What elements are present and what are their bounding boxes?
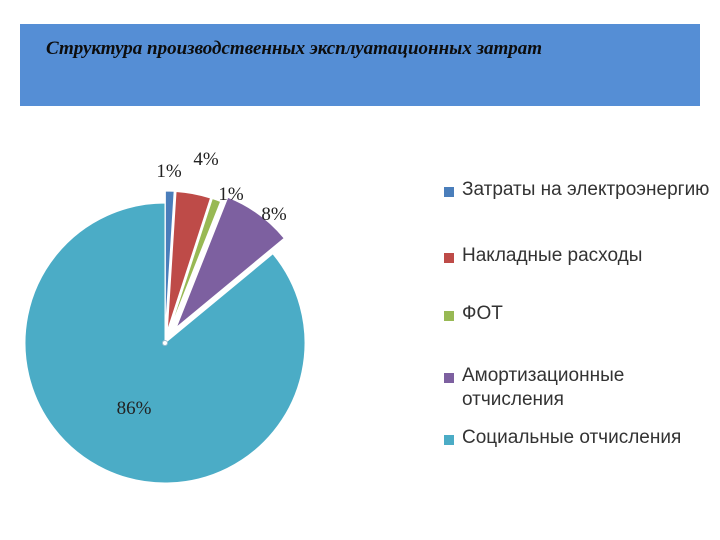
data-label-2: 4% [193,149,219,170]
title-banner: Структура производственных эксплуатацион… [20,24,700,106]
legend-label-2: Накладные расходы [462,245,643,266]
pie-center-dot [162,340,168,346]
pie-slice-2 [166,190,212,332]
data-label-3: 1% [218,184,244,205]
pie-slice-4 [175,196,285,328]
legend-label-1: Затраты на электроэнергию [462,179,710,200]
data-label-5: 86% [117,398,152,419]
legend-swatch-1 [444,187,454,197]
pie-slice-1 [164,190,175,332]
legend-label-4: Амортизационные отчисления [462,365,625,410]
page-title: Структура производственных эксплуатацион… [46,38,543,59]
data-label-4: 8% [261,204,287,225]
legend-label-5: Социальные отчисления [462,427,682,448]
data-label-1: 1% [156,161,182,182]
pie-slice-3 [168,197,222,332]
legend-swatch-3 [444,311,454,321]
legend-swatch-2 [444,253,454,263]
legend-swatch-5 [444,435,454,445]
legend-swatch-4 [444,373,454,383]
legend-label-3: ФОТ [462,303,503,324]
